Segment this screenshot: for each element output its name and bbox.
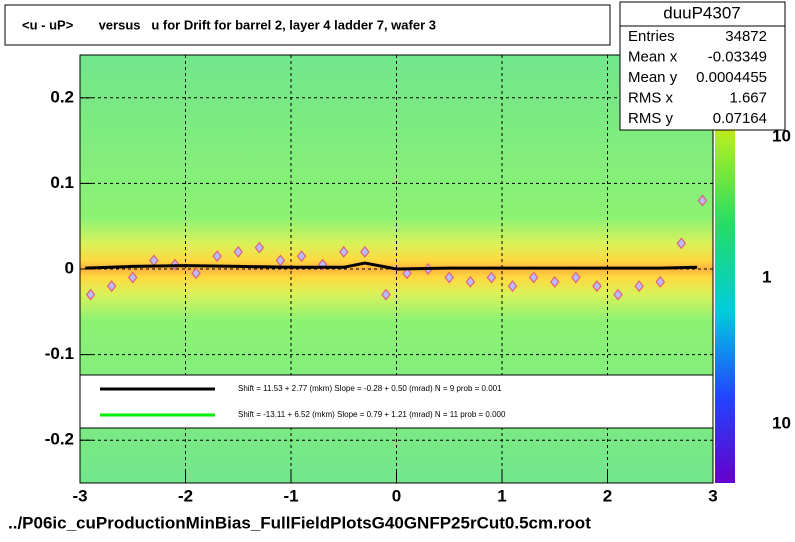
data-point <box>634 280 644 293</box>
stats-label: RMS x <box>628 89 674 106</box>
stats-value: 0.07164 <box>713 110 767 127</box>
profile-line <box>85 261 698 271</box>
legend-label: Shift = 11.53 + 2.77 (mkm) Slope = -0.28… <box>238 384 502 393</box>
colorbar-label: 1 <box>762 267 771 286</box>
plot-frame <box>79 54 714 484</box>
data-point <box>486 271 497 284</box>
data-point <box>465 275 476 288</box>
data-point <box>613 288 623 301</box>
y-tick-label: -0.1 <box>45 344 74 363</box>
data-point <box>212 250 222 263</box>
stats-label: Mean y <box>628 69 678 86</box>
stats-box <box>619 1 786 131</box>
data-point <box>402 267 412 280</box>
stats-value: 34872 <box>725 28 767 45</box>
legend-label: Shift = -13.11 + 6.52 (mkm) Slope = 0.79… <box>238 410 506 419</box>
title-box <box>4 4 611 46</box>
data-point <box>507 280 518 293</box>
data-point <box>697 194 708 207</box>
y-tick-label: 0.1 <box>50 173 74 192</box>
stats-label: RMS y <box>628 110 674 127</box>
x-tick-label: 0 <box>392 486 401 505</box>
stats-value: 0.0004455 <box>696 69 767 86</box>
x-tick-label: 1 <box>497 486 506 505</box>
data-point <box>275 254 286 267</box>
stats-value: 1.667 <box>729 89 767 106</box>
y-tick-label: -0.2 <box>45 430 74 449</box>
data-point <box>106 280 117 293</box>
x-tick-label: 3 <box>708 486 717 505</box>
data-point <box>360 245 370 258</box>
data-point <box>254 241 265 254</box>
x-tick-label: 2 <box>603 486 612 505</box>
y-tick-label: 0.2 <box>50 87 74 106</box>
data-point <box>549 275 560 288</box>
footer: ../P06ic_cuProductionMinBias_FullFieldPl… <box>8 513 591 532</box>
chart-title: <u - uP> versus u for Drift for barrel 2… <box>22 17 436 32</box>
data-point <box>592 280 602 293</box>
data-point <box>127 271 138 284</box>
x-tick-label: -3 <box>72 486 87 505</box>
stats-label: Mean x <box>628 48 678 65</box>
color-palette <box>715 55 735 483</box>
data-point <box>676 237 687 250</box>
data-point <box>528 271 539 284</box>
colorbar-label: 10 <box>772 126 791 145</box>
stats-title: duuP4307 <box>663 3 741 22</box>
stats-value: -0.03349 <box>708 48 767 65</box>
y-tick-label: 0 <box>65 258 74 277</box>
data-point <box>191 267 201 280</box>
data-point <box>338 245 349 258</box>
data-point <box>296 250 307 263</box>
data-point <box>571 271 581 284</box>
x-tick-label: -1 <box>283 486 298 505</box>
data-point <box>381 288 391 301</box>
data-point <box>444 271 455 284</box>
data-point <box>233 245 244 258</box>
stats-label: Entries <box>628 28 675 45</box>
legend-box <box>79 374 714 429</box>
data-point <box>655 275 666 288</box>
colorbar-label: 10 <box>772 413 791 432</box>
x-tick-label: -2 <box>178 486 193 505</box>
data-point <box>85 288 96 301</box>
